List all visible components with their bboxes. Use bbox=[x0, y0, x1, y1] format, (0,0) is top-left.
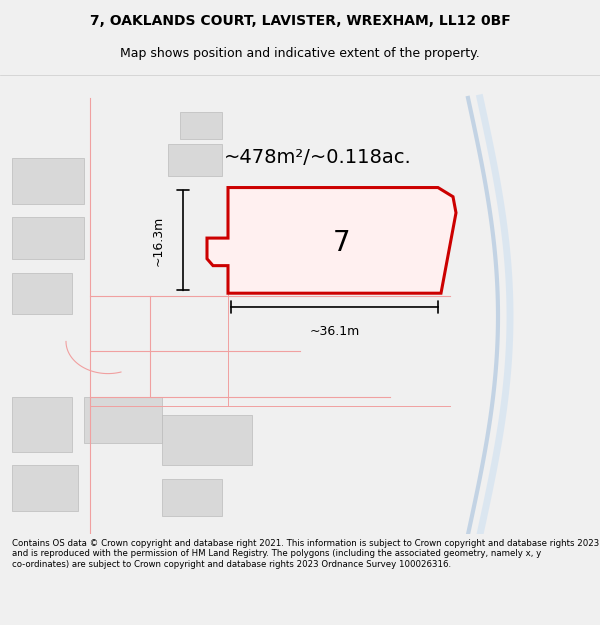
Text: ~478m²/~0.118ac.: ~478m²/~0.118ac. bbox=[224, 148, 412, 167]
Bar bbox=[84, 397, 162, 442]
Bar bbox=[180, 112, 222, 139]
Bar bbox=[168, 144, 222, 176]
Text: ~16.3m: ~16.3m bbox=[152, 215, 165, 266]
Bar bbox=[162, 479, 222, 516]
Text: ~36.1m: ~36.1m bbox=[310, 326, 359, 338]
Bar bbox=[162, 415, 252, 466]
Bar bbox=[258, 194, 360, 259]
Bar bbox=[12, 272, 72, 314]
Text: 7, OAKLANDS COURT, LAVISTER, WREXHAM, LL12 0BF: 7, OAKLANDS COURT, LAVISTER, WREXHAM, LL… bbox=[89, 14, 511, 28]
Bar bbox=[12, 397, 72, 452]
Text: Contains OS data © Crown copyright and database right 2021. This information is : Contains OS data © Crown copyright and d… bbox=[12, 539, 599, 569]
Text: Map shows position and indicative extent of the property.: Map shows position and indicative extent… bbox=[120, 48, 480, 61]
Bar bbox=[12, 466, 78, 511]
Polygon shape bbox=[207, 188, 456, 293]
Bar bbox=[12, 217, 84, 259]
Bar bbox=[12, 158, 84, 204]
Text: 7: 7 bbox=[333, 229, 351, 257]
